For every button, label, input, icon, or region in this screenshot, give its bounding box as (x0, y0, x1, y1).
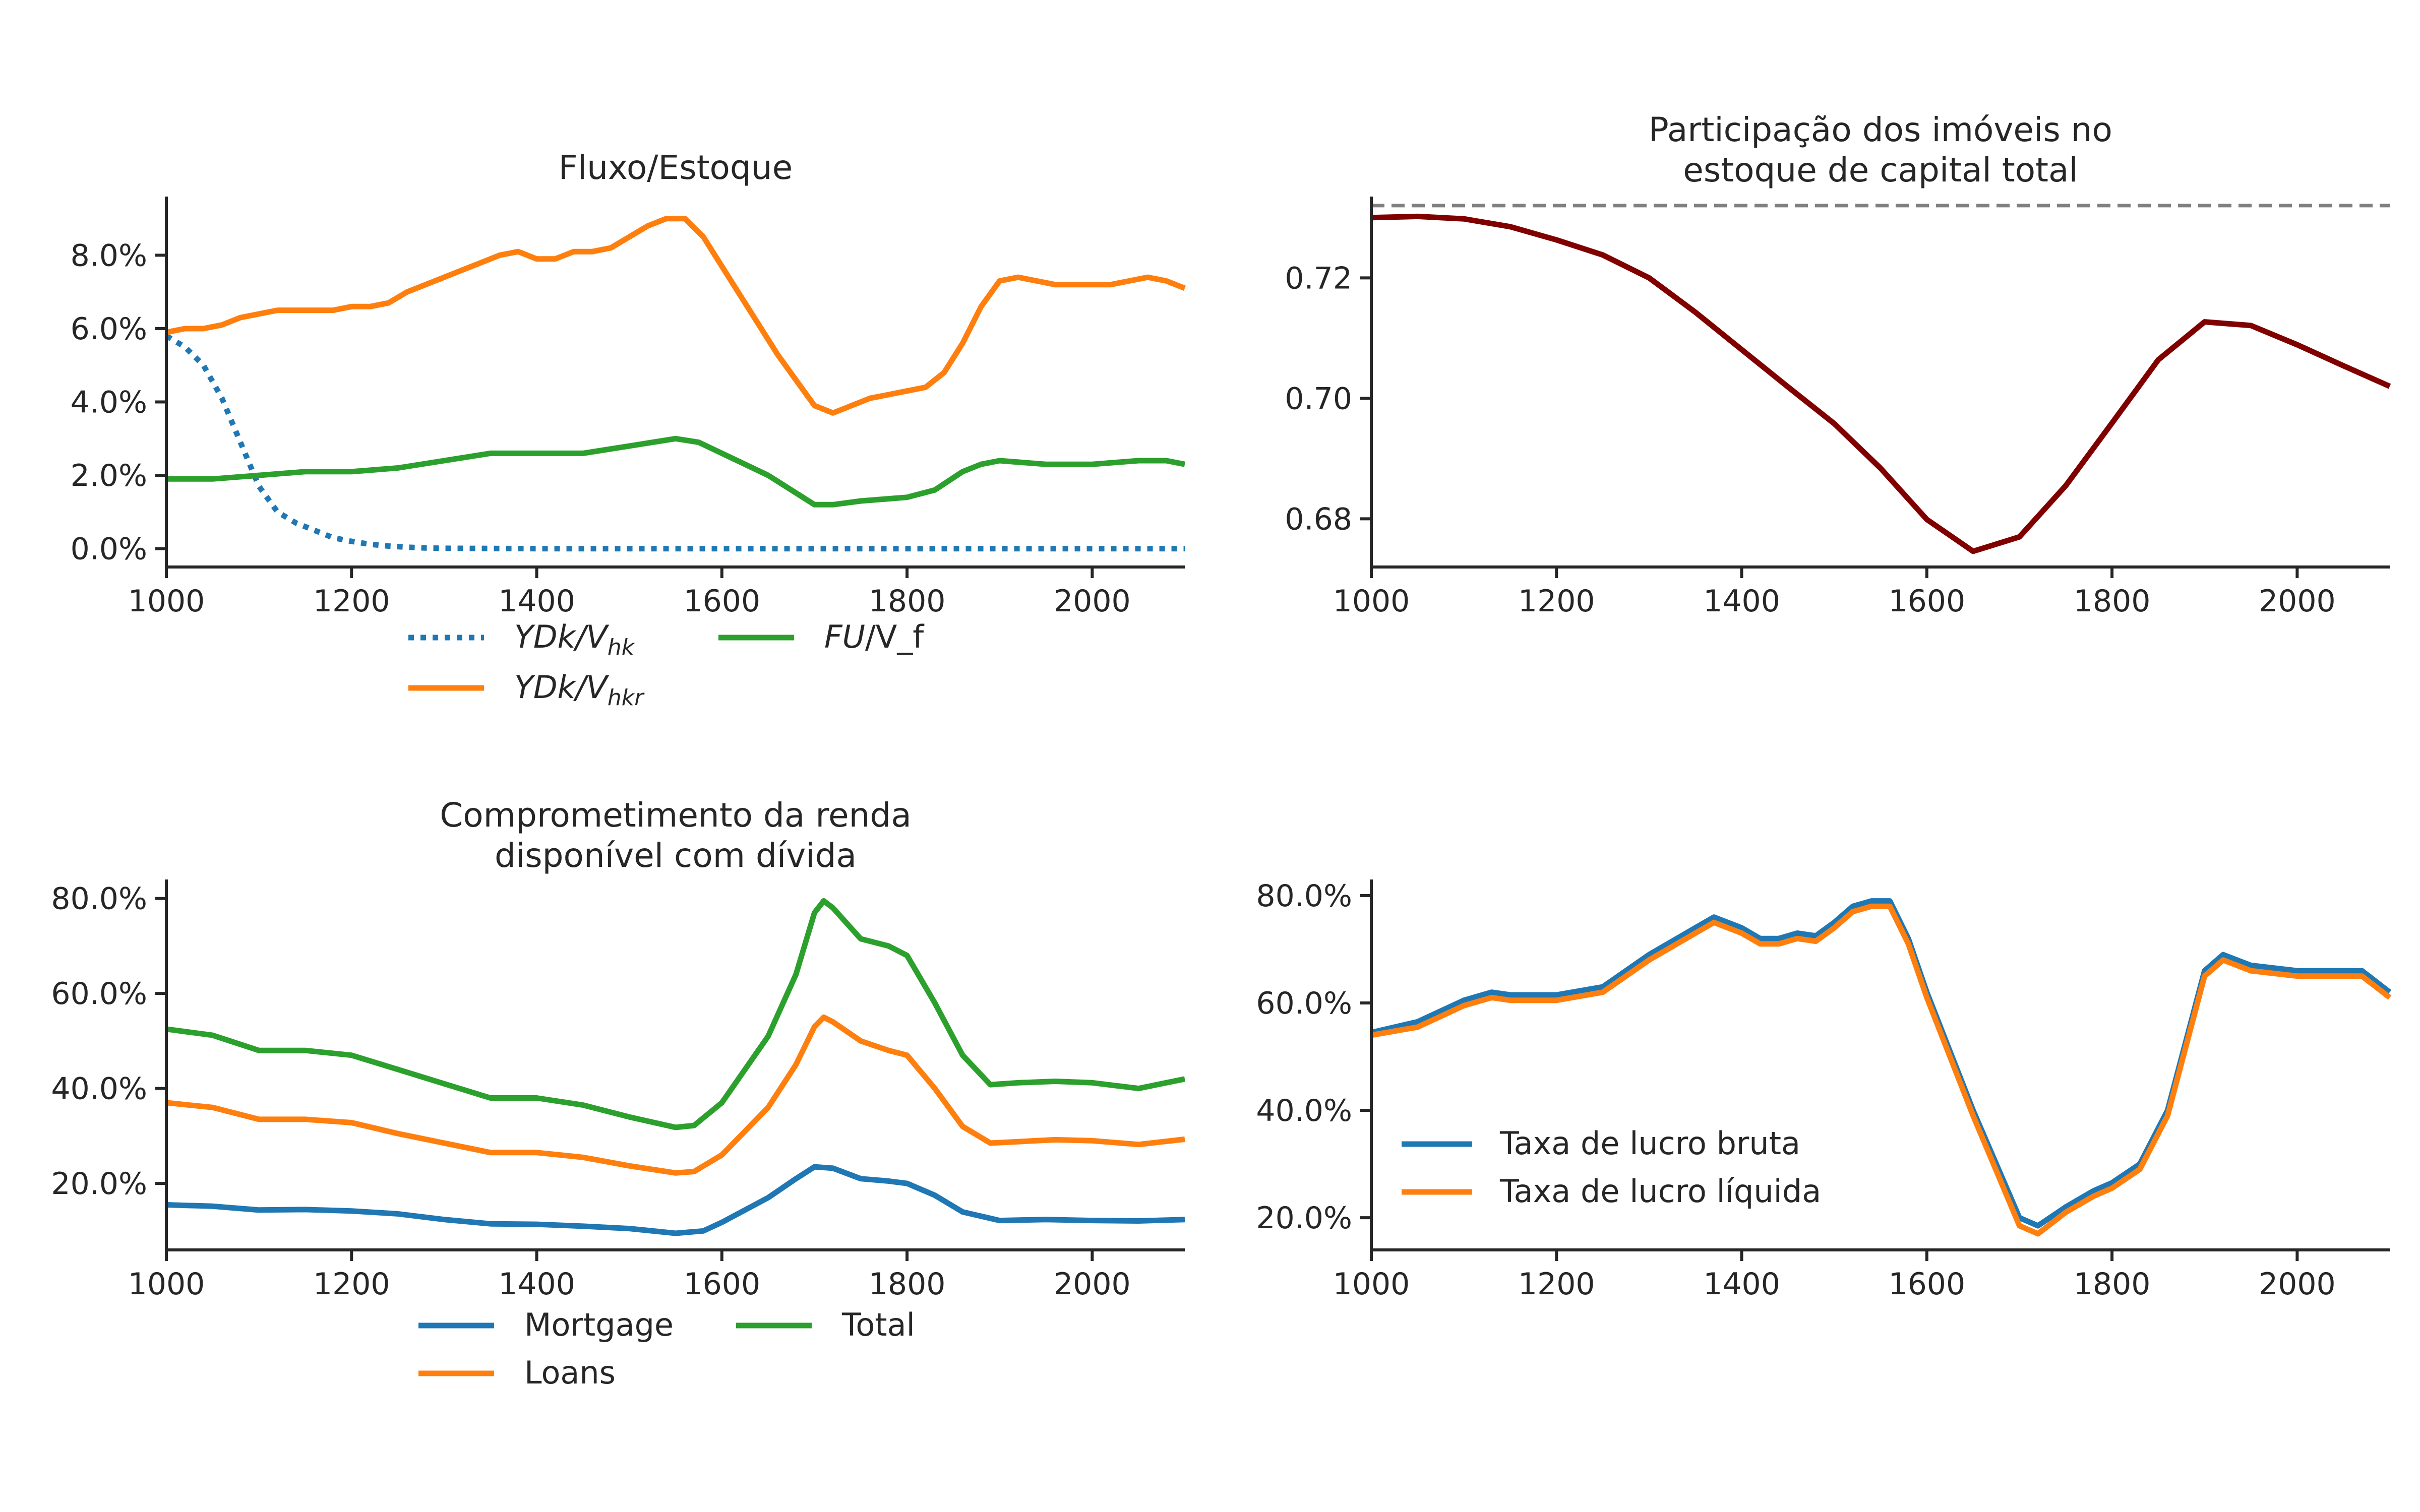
series-line-mortgage: Mortgage (166, 1164, 1185, 1236)
legend-label: FU/V_f (824, 618, 925, 655)
legend-label: Taxa de lucro líquida (1499, 1173, 1821, 1210)
chart-title-line: disponível com dívida (495, 836, 857, 875)
y-tick-label: 60.0% (51, 976, 147, 1012)
y-tick-label: 60.0% (1256, 986, 1352, 1021)
x-tick-label: 1400 (1703, 1267, 1780, 1302)
chart-title-line: Participação dos imóveis no (1649, 110, 2112, 149)
y-tick-label: 8.0% (71, 238, 147, 273)
x-tick-label: 1800 (2074, 1267, 2151, 1302)
x-tick-label: 1200 (1518, 584, 1595, 619)
y-tick-label: 40.0% (1256, 1093, 1352, 1128)
x-tick-label: 1600 (683, 1267, 760, 1302)
x-tick-label: 2000 (1054, 584, 1131, 619)
chart-title-line: Comprometimento da renda (440, 796, 912, 835)
legend-label: Total (841, 1306, 915, 1343)
x-tick-label: 1600 (1888, 584, 1965, 619)
series-line-loans: Loans (166, 1014, 1185, 1176)
legend-label: Taxa de lucro bruta (1499, 1125, 1800, 1162)
y-tick-label: 0.68 (1285, 501, 1352, 537)
legend-label: YDk/Vhkr (514, 669, 645, 711)
x-tick-label: 1800 (869, 584, 946, 619)
x-tick-label: 1000 (1333, 1267, 1410, 1302)
x-tick-label: 1000 (1333, 584, 1410, 619)
chart-title-line: estoque de capital total (1683, 151, 2078, 190)
x-tick-label: 2000 (2259, 1267, 2336, 1302)
series-line-ydk-v-hkr: YDk/V_hkr (165, 216, 1186, 416)
x-tick-label: 2000 (1054, 1267, 1131, 1302)
x-tick-label: 1400 (498, 584, 575, 619)
x-tick-label: 1000 (128, 584, 205, 619)
series-line-total: Total (166, 898, 1186, 1130)
y-tick-label: 2.0% (71, 458, 147, 493)
x-tick-label: 1600 (683, 584, 760, 619)
y-tick-label: 80.0% (51, 881, 147, 917)
x-tick-label: 1600 (1888, 1267, 1965, 1302)
series-line-taxa-de-lucro-bruta: Taxa de lucro bruta (1370, 898, 2392, 1229)
x-tick-label: 2000 (2259, 584, 2336, 619)
x-tick-label: 1400 (1703, 584, 1780, 619)
y-tick-label: 6.0% (71, 311, 147, 347)
x-tick-label: 1200 (313, 1267, 390, 1302)
series-line-taxa-de-lucro-l-quida: Taxa de lucro líquida (1371, 903, 2392, 1237)
legend: Taxa de lucro bruta Taxa de lucro líquida (1402, 1125, 1821, 1210)
y-tick-label: 0.72 (1285, 261, 1352, 296)
x-tick-label: 1400 (498, 1267, 575, 1302)
y-tick-label: 20.0% (51, 1166, 147, 1202)
x-tick-label: 1800 (2074, 584, 2151, 619)
legend: YDk/Vhk YDk/Vhkr FU/V_f (408, 618, 925, 711)
series-line-main (1371, 213, 2391, 554)
x-tick-label: 1200 (1518, 1267, 1595, 1302)
series-line-fu-v-f: FU/V_f (166, 435, 1186, 508)
chart-taxa-lucro: Taxa de lucro bruta Taxa de lucro líquida… (1256, 878, 2392, 1302)
y-tick-label: 0.0% (71, 532, 147, 567)
legend-label: YDk/Vhk (514, 618, 635, 660)
y-tick-label: 80.0% (1256, 878, 1352, 914)
legend-label: Loans (524, 1354, 616, 1391)
legend: Mortgage Loans Total (418, 1306, 915, 1391)
series-line-ydk-v-hk: YDk/V_hk (165, 333, 1185, 552)
y-tick-label: 20.0% (1256, 1201, 1352, 1236)
y-tick-label: 0.70 (1285, 381, 1352, 416)
y-tick-label: 40.0% (51, 1072, 147, 1107)
x-tick-label: 1200 (313, 584, 390, 619)
chart-title-line: Fluxo/Estoque (559, 148, 793, 187)
x-tick-label: 1000 (128, 1267, 205, 1302)
legend-label: Mortgage (524, 1306, 674, 1343)
y-tick-label: 4.0% (71, 385, 147, 420)
x-tick-label: 1800 (869, 1267, 946, 1302)
